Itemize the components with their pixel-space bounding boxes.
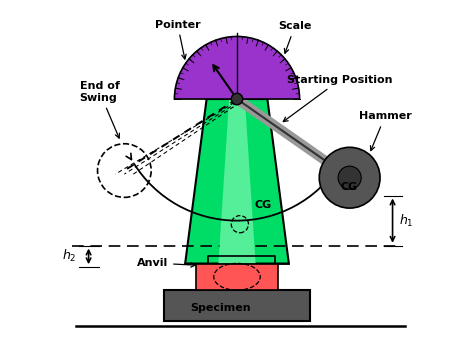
Text: Specimen: Specimen xyxy=(191,303,251,313)
Polygon shape xyxy=(219,99,255,264)
Text: Scale: Scale xyxy=(278,21,311,53)
Circle shape xyxy=(231,93,243,105)
Bar xyxy=(164,290,310,321)
Text: CG: CG xyxy=(341,182,358,192)
Text: Anvil: Anvil xyxy=(137,258,195,268)
Text: Pointer: Pointer xyxy=(155,19,201,59)
Text: $h_1$: $h_1$ xyxy=(399,213,414,229)
Wedge shape xyxy=(174,37,300,99)
Text: Hammer: Hammer xyxy=(359,111,411,150)
Polygon shape xyxy=(185,99,289,264)
Circle shape xyxy=(338,166,361,189)
Text: Starting Position: Starting Position xyxy=(283,75,392,122)
Text: $h_2$: $h_2$ xyxy=(62,248,76,265)
Circle shape xyxy=(319,147,380,208)
Text: End of
Swing: End of Swing xyxy=(80,81,119,138)
Text: CG: CG xyxy=(255,200,272,210)
Bar xyxy=(196,264,278,290)
